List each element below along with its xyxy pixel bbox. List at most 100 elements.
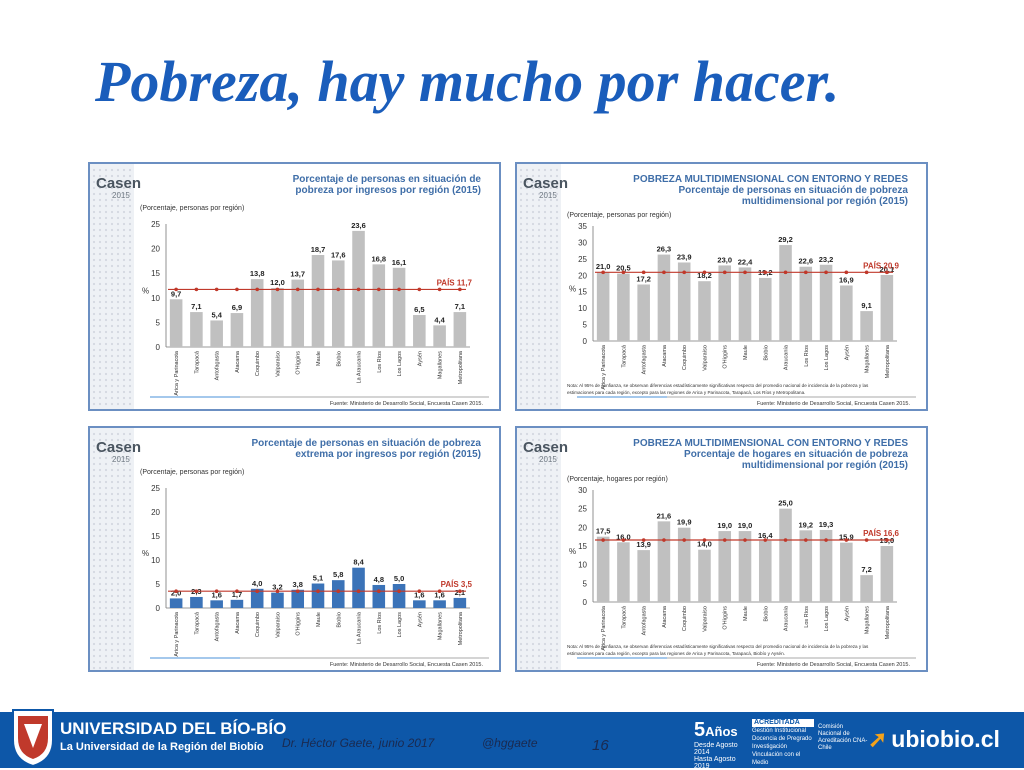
- dot: [98, 372, 102, 376]
- dot: [519, 186, 523, 190]
- bar-value-label: 16,4: [758, 531, 773, 540]
- country-marker: [621, 538, 626, 542]
- bar: [819, 529, 833, 602]
- dot: [104, 444, 108, 448]
- dot: [549, 540, 553, 544]
- bar-value-label: 19,3: [819, 520, 834, 529]
- dot: [104, 300, 108, 304]
- dot: [531, 216, 535, 220]
- dot: [110, 522, 114, 526]
- dot: [122, 450, 126, 454]
- dot: [543, 312, 547, 316]
- dot: [92, 510, 96, 514]
- dot: [555, 372, 559, 376]
- dot: [110, 258, 114, 262]
- dot: [122, 624, 126, 628]
- dot: [531, 522, 535, 526]
- dot: [104, 192, 108, 196]
- dot: [92, 438, 96, 442]
- x-tick-label: Aysén: [844, 345, 850, 360]
- dot: [549, 186, 553, 190]
- dot: [555, 384, 559, 388]
- dot: [537, 648, 541, 652]
- dot: [555, 570, 559, 574]
- country-label: PAÍS 20,9: [863, 261, 899, 270]
- dot: [98, 528, 102, 532]
- dot: [555, 390, 559, 394]
- country-marker: [722, 538, 727, 542]
- bar-value-label: 16,9: [839, 275, 854, 284]
- dot: [92, 606, 96, 610]
- dot: [98, 540, 102, 544]
- footer-bar: UNIVERSIDAD DEL BÍO-BÍO La Universidad d…: [0, 709, 1024, 770]
- dot: [555, 186, 559, 190]
- dot: [543, 360, 547, 364]
- dot: [537, 312, 541, 316]
- x-tick-label: Tarapacá: [621, 605, 627, 629]
- y-axis-label: %: [142, 549, 149, 558]
- dot: [525, 510, 529, 514]
- dot: [122, 300, 126, 304]
- bar: [433, 600, 446, 608]
- country-marker: [377, 589, 381, 593]
- bar: [758, 540, 772, 602]
- dot: [110, 402, 114, 406]
- dot: [549, 348, 553, 352]
- dot: [104, 438, 108, 442]
- bar: [657, 521, 671, 602]
- dot: [525, 486, 529, 490]
- dot: [555, 330, 559, 334]
- country-marker: [885, 538, 889, 542]
- dot: [519, 174, 523, 178]
- dot: [116, 570, 120, 574]
- dot: [549, 204, 553, 208]
- x-tick-label: Biobío: [336, 351, 342, 367]
- dot: [98, 612, 102, 616]
- dot: [122, 546, 126, 550]
- bar-value-label: 29,2: [778, 235, 793, 244]
- bar-value-label: 21,0: [596, 262, 611, 271]
- dot: [549, 234, 553, 238]
- dot: [555, 174, 559, 178]
- dot: [543, 306, 547, 310]
- dot: [122, 360, 126, 364]
- note-text: estimaciones para cada región, excepto p…: [567, 651, 785, 656]
- note-text: Nota: Al 95% de confianza, se observan d…: [567, 383, 869, 388]
- dot: [555, 636, 559, 640]
- dot: [110, 666, 114, 670]
- dot: [122, 630, 126, 634]
- dot: [110, 216, 114, 220]
- dot: [92, 462, 96, 466]
- dot: [543, 468, 547, 472]
- bar-value-label: 16,0: [616, 532, 631, 541]
- dot: [122, 468, 126, 472]
- dot: [549, 312, 553, 316]
- bar: [637, 550, 650, 602]
- dot: [525, 582, 529, 586]
- dot: [519, 396, 523, 400]
- dot: [110, 192, 114, 196]
- source-text: Fuente: Ministerio de Desarrollo Social,…: [757, 662, 911, 668]
- dot: [519, 618, 523, 622]
- dot: [531, 354, 535, 358]
- dot: [519, 516, 523, 520]
- dot: [104, 546, 108, 550]
- dot: [531, 312, 535, 316]
- casen-logo-year: 2015: [539, 191, 557, 200]
- dot: [98, 270, 102, 274]
- dot: [116, 606, 120, 610]
- dot: [537, 528, 541, 532]
- bar-value-label: 17,2: [636, 274, 651, 283]
- dot: [543, 372, 547, 376]
- dot: [525, 312, 529, 316]
- site-link[interactable]: ➚ ubiobio.cl: [868, 726, 1000, 753]
- dot: [555, 624, 559, 628]
- dot: [104, 384, 108, 388]
- dot: [122, 342, 126, 346]
- dot: [92, 552, 96, 556]
- dot: [555, 198, 559, 202]
- dot: [92, 186, 96, 190]
- dot: [110, 186, 114, 190]
- dot: [98, 240, 102, 244]
- dot: [104, 600, 108, 604]
